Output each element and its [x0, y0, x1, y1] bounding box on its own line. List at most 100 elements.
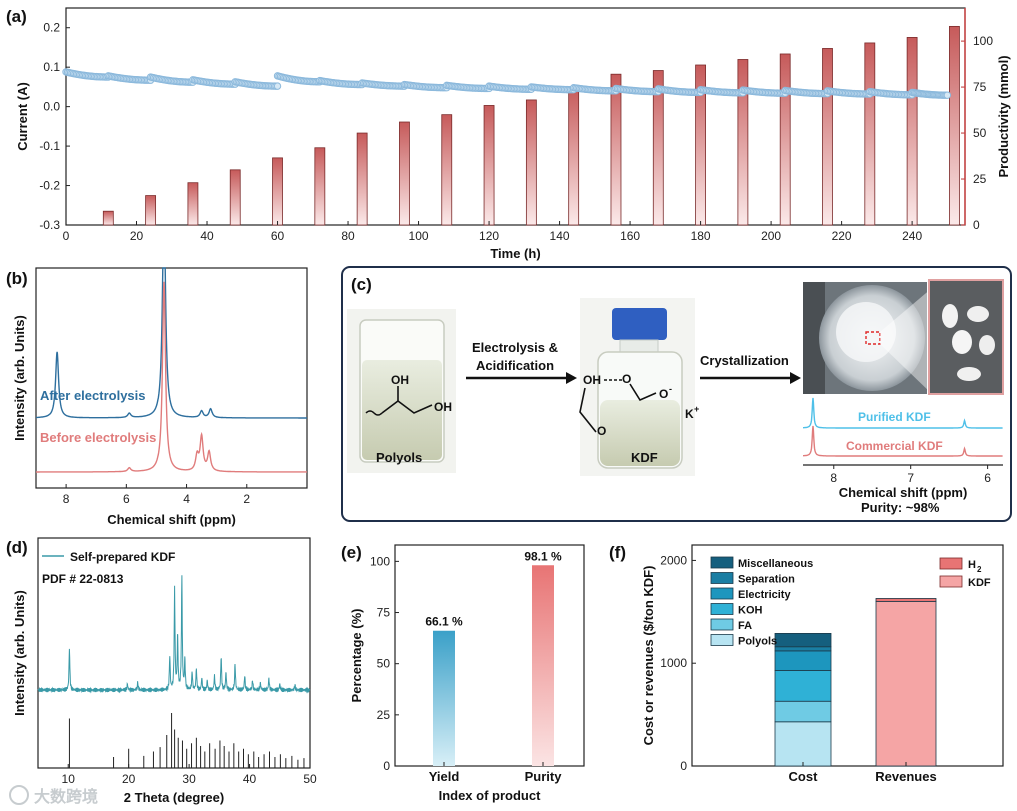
right-tick-label: 25 — [973, 172, 987, 186]
nmr-trace-before — [36, 281, 307, 473]
cost-segment-electricity — [774, 650, 832, 671]
kdf-k: K — [685, 407, 694, 421]
y-tick-label: 25 — [377, 708, 391, 722]
crystal-dish-photo — [803, 282, 932, 394]
right-tick-label: 100 — [973, 34, 993, 48]
panel-f-frame — [691, 544, 1004, 767]
current-point — [273, 82, 282, 90]
cost-segment-koh — [774, 670, 832, 702]
right-tick-label: 50 — [973, 126, 987, 140]
arrow2-label: Crystallization — [700, 353, 789, 368]
productivity-bar — [102, 210, 114, 226]
x-tick-label: 50 — [303, 772, 317, 786]
panel-e-ylabel: Percentage (%) — [349, 609, 364, 703]
cost-segment-separation — [774, 646, 832, 652]
kdf-bottle-photo: OH O O O - K + KDF — [579, 298, 699, 476]
arrow-crystallization: Crystallization — [700, 353, 801, 384]
value-label-purity: 98.1 % — [524, 549, 562, 563]
legend-label-electricity: Electricity — [738, 589, 791, 601]
left-tick-label: -0.1 — [39, 139, 60, 153]
cost-segment-polyols — [774, 721, 832, 767]
productivity-bar — [272, 157, 283, 226]
productivity-bar — [864, 42, 876, 226]
left-tick-label: -0.3 — [39, 218, 60, 232]
pdf-reference-label: PDF # 22-0813 — [42, 572, 124, 586]
legend-swatch-h2 — [939, 557, 963, 570]
x-tick-label: 8 — [63, 492, 70, 506]
productivity-bar — [652, 70, 664, 226]
label-commercial-kdf: Commercial KDF — [846, 439, 943, 453]
x-tick-label: 160 — [620, 229, 640, 243]
legend-swatch-miscellaneous — [710, 556, 734, 569]
y-tick-label: 50 — [377, 657, 391, 671]
y-tick-label: 75 — [377, 606, 391, 620]
legend-swatch-polyols — [710, 634, 734, 646]
panel-a-chart: -0.3 -0.2 -0.1 0.0 0.1 0.2 0 25 50 75 100 0 20 40 60 80… — [15, 7, 1011, 261]
left-tick-label: -0.2 — [39, 179, 60, 193]
watermark-logo-icon — [9, 785, 29, 805]
bar-yield — [433, 630, 455, 766]
productivity-bar — [229, 169, 241, 226]
x-tick-label: 20 — [130, 229, 144, 243]
category-label-cost: Cost — [789, 769, 819, 784]
productivity-bar — [356, 132, 368, 226]
panel-d-xlabel: 2 Theta (degree) — [124, 790, 224, 805]
polyol-structure-icon — [381, 400, 433, 414]
x-tick-label: 240 — [902, 229, 922, 243]
x-tick-label: 40 — [200, 229, 214, 243]
panel-d-frame — [37, 537, 311, 769]
productivity-bar — [441, 114, 453, 226]
arrow-electrolysis: Electrolysis & Acidification — [466, 340, 577, 384]
category-label-revenues: Revenues — [875, 769, 936, 784]
x-tick-label: 80 — [341, 229, 355, 243]
left-tick-label: 0.1 — [43, 60, 60, 74]
x-tick-label: 40 — [243, 772, 257, 786]
x-tick-label: 6 — [123, 492, 130, 506]
productivity-bar — [822, 48, 833, 226]
panel-a-xlabel: Time (h) — [490, 246, 540, 261]
x-tick-label: 30 — [182, 772, 196, 786]
legend-swatch-koh — [710, 603, 734, 615]
cost-segment-miscellaneous — [774, 633, 832, 648]
legend-swatch-fa — [710, 618, 734, 631]
legend-label-polyols: Polyols — [738, 636, 777, 648]
kdf-o-minus: O — [659, 387, 668, 401]
productivity-bar — [610, 73, 622, 226]
x-tick-label: 2 — [243, 492, 250, 506]
crystal-closeup-photo — [928, 279, 1004, 395]
legend-self-prepared-kdf: Self-prepared KDF — [70, 550, 175, 564]
panel-f-chart: Miscellaneous Separation Electricity KOH FA P… — [641, 544, 1004, 784]
panel-a-right-ylabel: Productivity (mmol) — [996, 55, 1011, 177]
bottle-cap-icon — [612, 308, 667, 340]
panel-e-chart: 66.1 % Yield 98.1 % Purity 0 25 50 75 100 Index o… — [349, 544, 585, 803]
panel-f-label: (f) — [609, 543, 626, 562]
label-purified-kdf: Purified KDF — [858, 410, 931, 424]
panel-e-frame — [394, 544, 585, 767]
x-tick-label: 8 — [830, 471, 837, 485]
left-tick-label: 0.2 — [43, 21, 60, 35]
legend-label-h2-subscript: 2 — [977, 565, 982, 574]
x-tick-label: 200 — [761, 229, 781, 243]
legend-label-separation: Separation — [738, 574, 795, 586]
productivity-bar — [568, 86, 580, 226]
legend-swatch-electricity — [710, 587, 734, 600]
productivity-bar — [779, 53, 791, 226]
polyol-oh-1: OH — [391, 373, 409, 387]
left-tick-label: 0.0 — [43, 100, 60, 114]
panel-d-chart: Self-prepared KDF PDF # 22-0813 10 20 30 40 50… — [12, 537, 317, 805]
productivity-bar — [949, 25, 960, 226]
watermark: 大数跨境 — [9, 785, 98, 806]
xrd-trace — [37, 575, 311, 694]
panel-b-label: (b) — [6, 269, 28, 288]
nmr-trace-commercial — [803, 425, 1003, 457]
y-tick-label: 0 — [383, 759, 390, 773]
panel-c-label: (c) — [351, 275, 372, 294]
productivity-bar — [906, 37, 918, 226]
productivity-bar — [187, 182, 199, 226]
kdf-o-1: O — [597, 424, 606, 438]
nmr-trace-purified — [803, 397, 1003, 429]
revenue-segment-h — [875, 598, 937, 602]
kdf-minus-sign: - — [669, 384, 672, 394]
wavy-bond-icon — [365, 410, 383, 416]
x-tick-label: 100 — [409, 229, 429, 243]
